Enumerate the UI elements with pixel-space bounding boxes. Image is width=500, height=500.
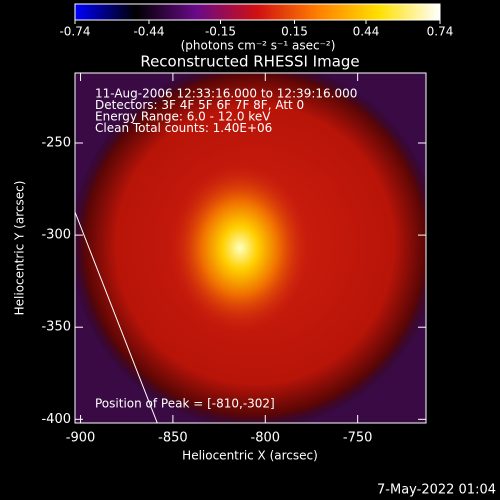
image <box>75 73 426 423</box>
colorbar-tick-label: 0.44 <box>353 25 380 39</box>
y-tick-label: -400 <box>41 412 71 427</box>
x-axis-label: Heliocentric X (arcsec) <box>182 449 318 463</box>
colorbar-tick-label: -0.44 <box>133 25 164 39</box>
colorbar-tick-label: 0.74 <box>427 25 454 39</box>
x-tick-label: -850 <box>158 431 188 446</box>
colorbar-tick-label: -0.15 <box>205 25 236 39</box>
y-axis-label: Heliocentric Y (arcsec) <box>13 181 27 316</box>
annotation: Energy Range: 6.0 - 12.0 keV <box>95 110 271 124</box>
annotation: Detectors: 3F 4F 5F 6F 7F 8F, Att 0 <box>95 98 304 112</box>
x-tick-label: -800 <box>251 431 281 446</box>
peak-label: Position of Peak = [-810,-302] <box>95 397 275 411</box>
x-tick-label: -900 <box>66 431 96 446</box>
y-tick-label: -300 <box>41 228 71 243</box>
x-tick-label: -750 <box>343 431 373 446</box>
annotation: Clean Total counts: 1.40E+06 <box>95 121 272 135</box>
annotation: 11-Aug-2006 12:33:16.000 to 12:39:16.000 <box>95 87 357 101</box>
chart-title: Reconstructed RHESSI Image <box>140 53 359 71</box>
y-tick-label: -250 <box>41 136 71 151</box>
y-tick-label: -350 <box>41 320 71 335</box>
colorbar-tick-label: 0.15 <box>281 25 308 39</box>
timestamp: 7-May-2022 01:04 <box>377 483 496 498</box>
colorbar <box>74 3 441 21</box>
plot-frame <box>74 72 427 424</box>
colorbar-tick-label: -0.74 <box>59 25 90 39</box>
colorbar-label: (photons cm⁻² s⁻¹ asec⁻²) <box>181 39 336 53</box>
